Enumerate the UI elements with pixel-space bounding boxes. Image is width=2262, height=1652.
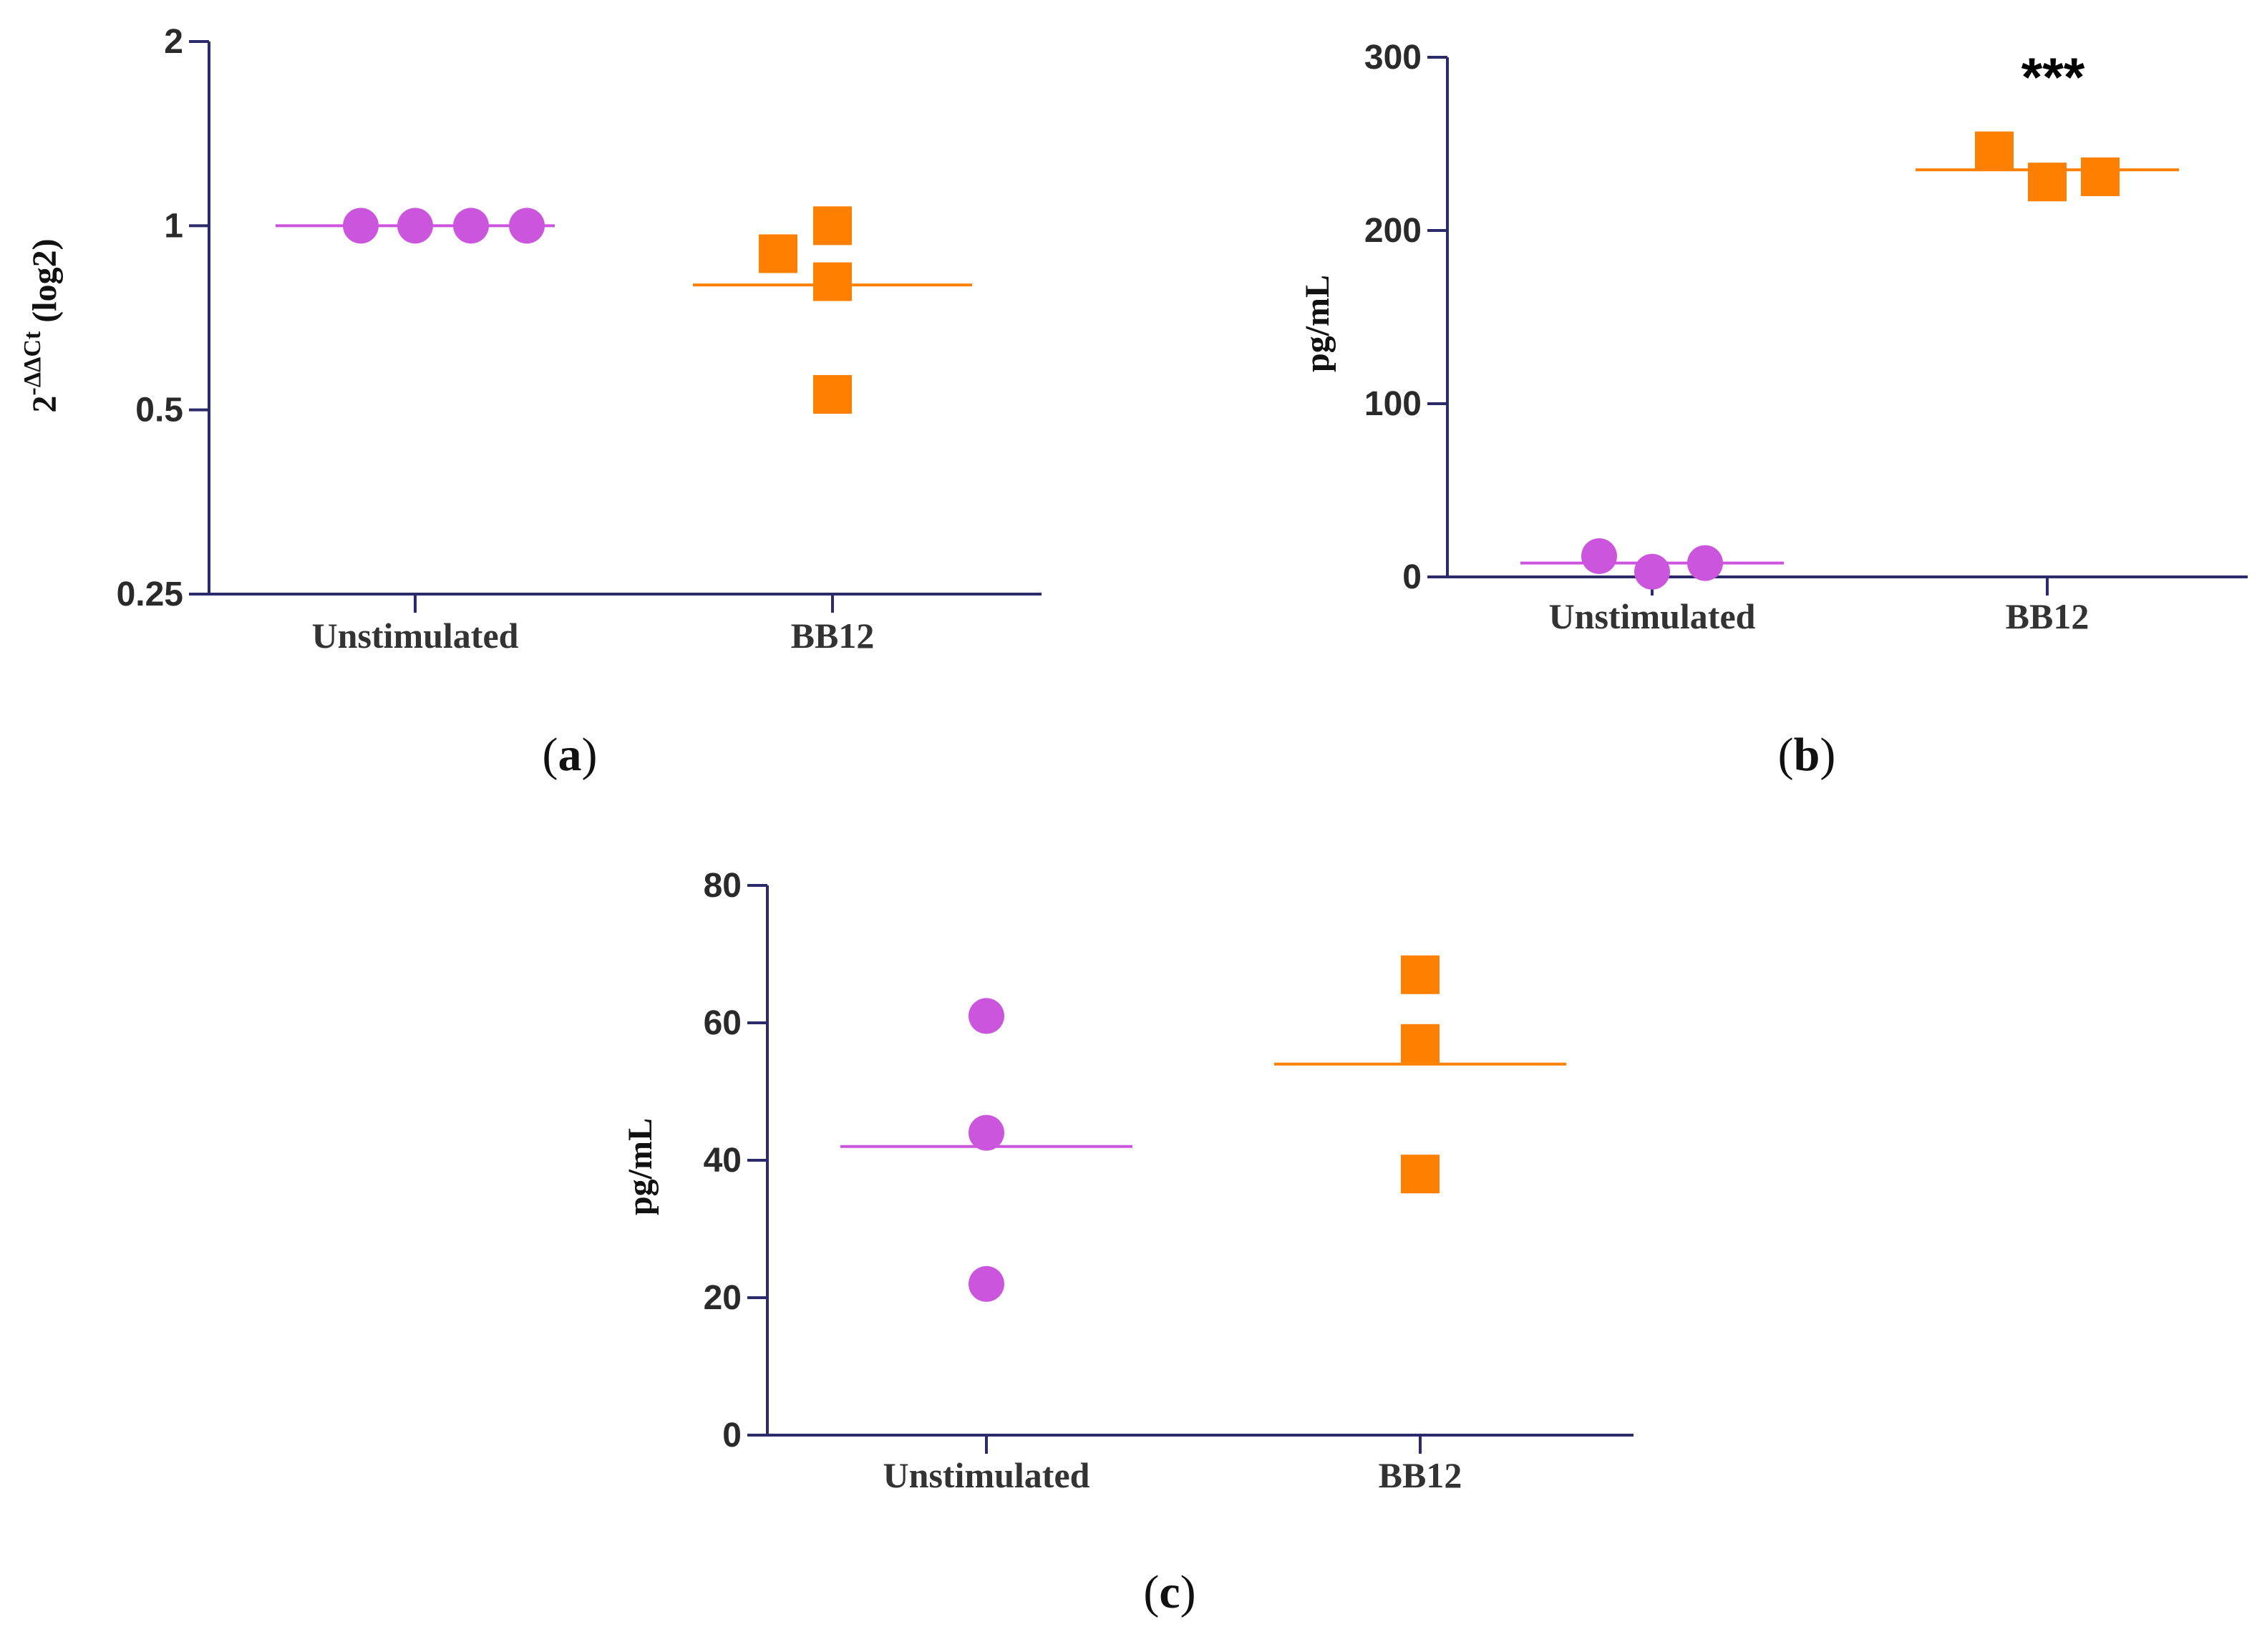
data-point-bb12 <box>759 234 797 273</box>
chart-panel-a: 0.25 0.5 1 2 Unstimulated BB12 2-ΔΔCt (log2) (a… <box>19 23 1042 781</box>
data-point-bb12 <box>1401 955 1440 994</box>
y-tick-label: 80 <box>704 867 742 905</box>
panel-label: (c) <box>1143 1566 1195 1618</box>
y-tick-label: 40 <box>704 1142 742 1180</box>
y-tick-label: 1 <box>164 207 183 245</box>
data-point-bb12 <box>2081 157 2120 196</box>
panel-label: (b) <box>1778 729 1836 781</box>
data-point-unstimulated <box>397 208 433 244</box>
y-tick-label: 0.25 <box>117 575 183 613</box>
data-point-unstimulated <box>509 208 545 244</box>
data-point-unstimulated <box>969 998 1004 1034</box>
x-category-label: Unstimulated <box>883 1455 1090 1495</box>
data-point-unstimulated <box>969 1114 1004 1151</box>
y-axis-title: pg/mL <box>1299 275 1336 372</box>
x-category-label: Unstimulated <box>312 616 519 656</box>
y-tick-label: 20 <box>704 1279 742 1317</box>
y-axis-title: 2-ΔΔCt (log2) <box>19 238 64 412</box>
data-point-unstimulated <box>453 208 489 244</box>
chart-panel-c: 0 20 40 60 80 Unstimulated BB12 pg/mL (c) <box>621 867 1634 1618</box>
data-point-bb12 <box>1975 131 2014 170</box>
y-axis-title: pg/mL <box>621 1118 659 1215</box>
data-point-bb12 <box>1401 1024 1440 1063</box>
y-tick-label: 0 <box>1402 558 1422 596</box>
y-tick-label: 100 <box>1364 385 1422 423</box>
data-point-bb12 <box>813 262 852 301</box>
x-category-label: BB12 <box>1379 1455 1462 1495</box>
y-tick-label: 200 <box>1364 212 1422 250</box>
panel-label: (a) <box>543 729 598 781</box>
significance-marker: *** <box>2021 47 2085 108</box>
x-category-label: Unstimulated <box>1549 596 1756 636</box>
y-tick-label: 300 <box>1364 39 1422 77</box>
data-point-bb12 <box>1401 1155 1440 1194</box>
y-tick-label: 0 <box>722 1417 742 1454</box>
chart-panel-b: 0 100 200 300 Unstimulated BB12 pg/mL *** (b) <box>1299 39 2248 781</box>
y-tick-label: 60 <box>704 1004 742 1042</box>
data-point-bb12 <box>813 375 852 414</box>
data-point-unstimulated <box>1687 545 1723 581</box>
data-point-unstimulated <box>969 1265 1004 1302</box>
data-point-bb12 <box>813 206 852 246</box>
x-category-label: BB12 <box>791 616 875 656</box>
y-tick-label: 0.5 <box>135 392 183 429</box>
data-point-unstimulated <box>1581 538 1617 574</box>
y-tick-label: 2 <box>164 23 183 61</box>
x-category-label: BB12 <box>2006 596 2089 636</box>
data-point-bb12 <box>2028 162 2067 202</box>
data-point-unstimulated <box>343 208 379 244</box>
data-point-unstimulated <box>1634 553 1670 590</box>
